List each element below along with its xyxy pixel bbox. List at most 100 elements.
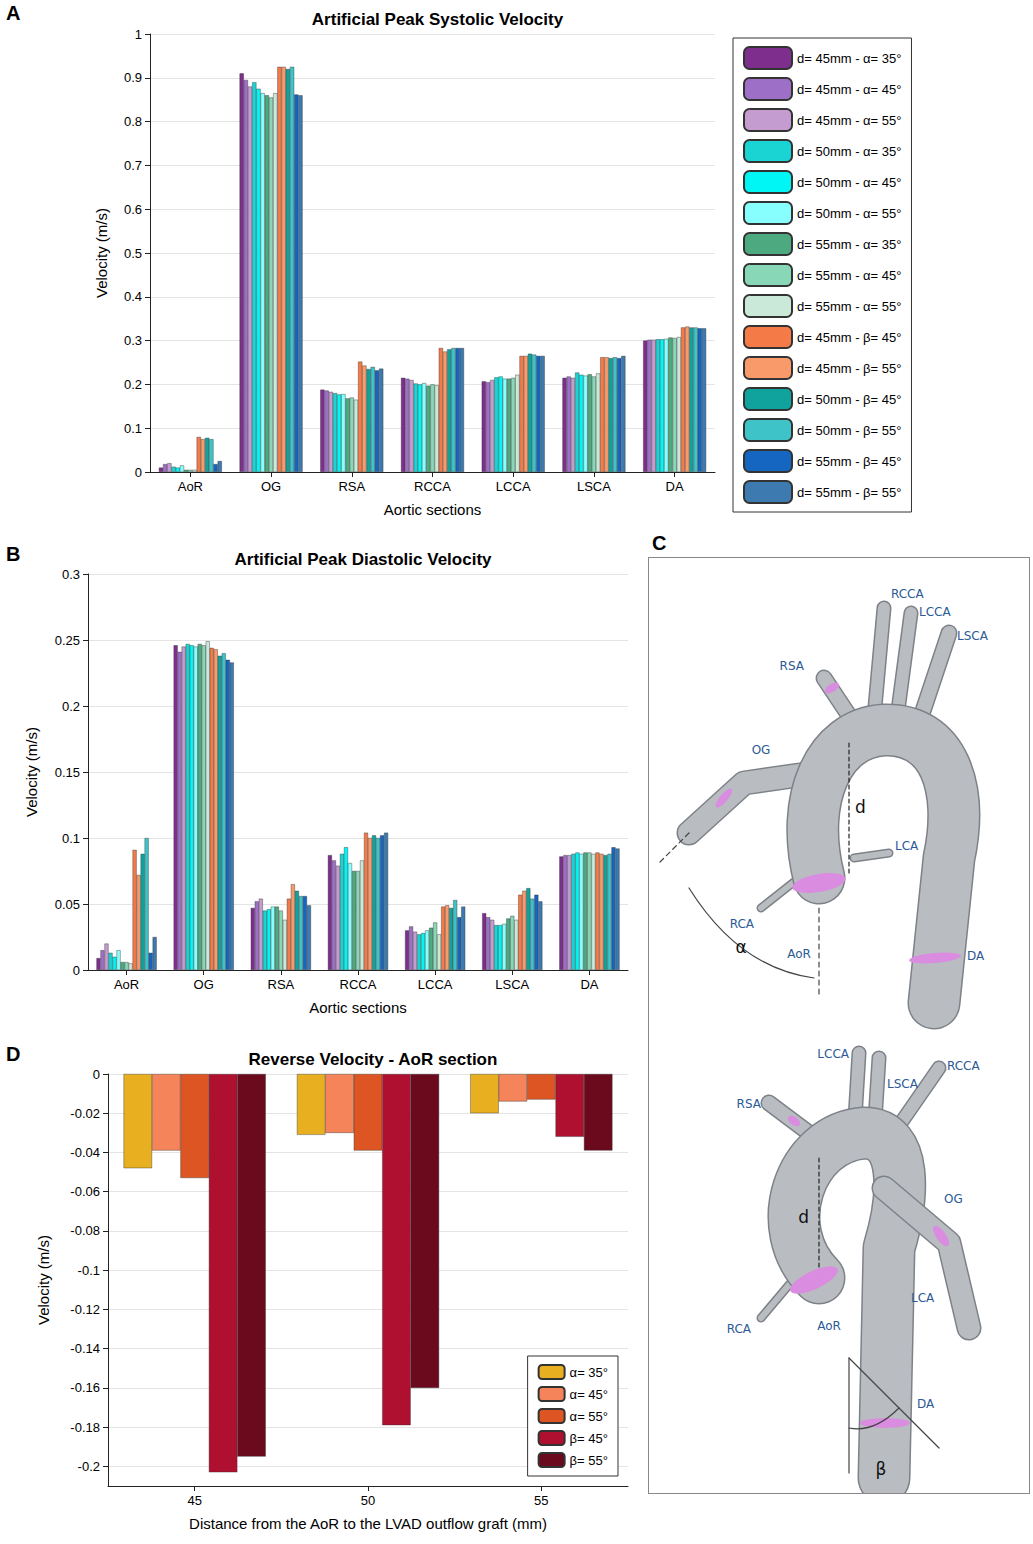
svg-text:0.6: 0.6	[124, 202, 142, 217]
svg-text:d= 55mm - α= 35°: d= 55mm - α= 35°	[797, 237, 901, 252]
svg-text:DA: DA	[917, 1397, 935, 1411]
html-text:D: D	[6, 1043, 21, 1065]
svg-text:LCA: LCA	[895, 839, 919, 853]
svg-text:d= 55mm - β= 45°: d= 55mm - β= 45°	[797, 454, 901, 469]
svg-text:d: d	[798, 1207, 809, 1227]
svg-text:0.2: 0.2	[124, 377, 142, 392]
svg-text:-0.12: -0.12	[70, 1302, 100, 1317]
svg-text:AoR: AoR	[178, 479, 203, 494]
svg-text:RCCA: RCCA	[340, 977, 377, 992]
svg-text:LCCA: LCCA	[817, 1047, 849, 1061]
svg-text:RCCA: RCCA	[414, 479, 451, 494]
svg-text:0.15: 0.15	[55, 765, 80, 780]
svg-text:RSA: RSA	[737, 1097, 762, 1111]
svg-text:LCCA: LCCA	[496, 479, 531, 494]
svg-text:-0.02: -0.02	[70, 1106, 100, 1121]
svg-text:d= 50mm - α= 35°: d= 50mm - α= 35°	[797, 144, 901, 159]
svg-text:0.2: 0.2	[62, 699, 80, 714]
svg-text:-0.16: -0.16	[70, 1380, 100, 1395]
svg-text:α= 45°: α= 45°	[570, 1387, 608, 1402]
svg-text:Aortic sections: Aortic sections	[309, 999, 407, 1016]
svg-text:RCA: RCA	[727, 1322, 752, 1336]
svg-text:0: 0	[93, 1067, 100, 1082]
svg-text:0.3: 0.3	[62, 567, 80, 582]
svg-text:0: 0	[135, 465, 142, 480]
html-text:B: B	[6, 543, 21, 565]
svg-text:Artificial Peak Systolic Veloc: Artificial Peak Systolic Velocity	[312, 10, 564, 29]
svg-text:β= 55°: β= 55°	[570, 1453, 608, 1468]
svg-text:β= 45°: β= 45°	[570, 1431, 608, 1446]
svg-text:LCA: LCA	[911, 1291, 935, 1305]
svg-text:-0.14: -0.14	[70, 1341, 100, 1356]
svg-text:d= 55mm - α= 45°: d= 55mm - α= 45°	[797, 268, 901, 283]
svg-text:d= 45mm - β= 55°: d= 45mm - β= 55°	[797, 361, 901, 376]
svg-text:LCCA: LCCA	[919, 605, 951, 619]
svg-text:AoR: AoR	[114, 977, 139, 992]
svg-text:DA: DA	[967, 949, 985, 963]
svg-text:45: 45	[187, 1493, 201, 1508]
svg-text:d= 45mm - β= 45°: d= 45mm - β= 45°	[797, 330, 901, 345]
svg-text:DA: DA	[580, 977, 598, 992]
svg-text:0.5: 0.5	[124, 246, 142, 261]
svg-text:RCCA: RCCA	[947, 1059, 980, 1073]
svg-text:LCCA: LCCA	[418, 977, 453, 992]
svg-text:55: 55	[534, 1493, 548, 1508]
svg-text:-0.2: -0.2	[78, 1459, 100, 1474]
svg-text:OG: OG	[194, 977, 214, 992]
svg-text:0.8: 0.8	[124, 114, 142, 129]
svg-text:d= 45mm - α= 35°: d= 45mm - α= 35°	[797, 51, 901, 66]
svg-text:-0.1: -0.1	[78, 1263, 100, 1278]
svg-text:0.1: 0.1	[124, 421, 142, 436]
svg-text:50: 50	[361, 1493, 375, 1508]
svg-text:RCA: RCA	[730, 917, 755, 931]
svg-text:LSCA: LSCA	[577, 479, 611, 494]
svg-text:AoR: AoR	[817, 1319, 841, 1333]
svg-text:0.05: 0.05	[55, 897, 80, 912]
svg-text:RSA: RSA	[338, 479, 365, 494]
svg-text:0: 0	[73, 963, 80, 978]
svg-text:d= 45mm - α= 55°: d= 45mm - α= 55°	[797, 113, 901, 128]
svg-text:-0.04: -0.04	[70, 1145, 100, 1160]
svg-text:LSCA: LSCA	[957, 629, 989, 643]
svg-text:d= 50mm - α= 55°: d= 50mm - α= 55°	[797, 206, 901, 221]
svg-text:RSA: RSA	[780, 659, 805, 673]
svg-text:AoR: AoR	[787, 947, 811, 961]
svg-text:d= 50mm - β= 55°: d= 50mm - β= 55°	[797, 423, 901, 438]
svg-text:0.9: 0.9	[124, 70, 142, 85]
svg-text:d: d	[855, 797, 866, 817]
svg-text:Aortic sections: Aortic sections	[384, 501, 482, 518]
svg-text:OG: OG	[261, 479, 281, 494]
svg-text:DA: DA	[666, 479, 684, 494]
svg-text:OG: OG	[944, 1192, 963, 1206]
svg-text:d= 55mm - β= 55°: d= 55mm - β= 55°	[797, 485, 901, 500]
svg-text:LSCA: LSCA	[495, 977, 529, 992]
svg-text:0.1: 0.1	[62, 831, 80, 846]
svg-text:0.25: 0.25	[55, 633, 80, 648]
svg-text:Velocity (m/s): Velocity (m/s)	[23, 727, 40, 817]
svg-text:d= 45mm - α= 45°: d= 45mm - α= 45°	[797, 82, 901, 97]
svg-text:Velocity (m/s): Velocity (m/s)	[35, 1235, 52, 1325]
svg-text:-0.18: -0.18	[70, 1420, 100, 1435]
svg-text:d= 50mm - β= 45°: d= 50mm - β= 45°	[797, 392, 901, 407]
svg-text:1: 1	[135, 27, 142, 42]
svg-text:-0.08: -0.08	[70, 1223, 100, 1238]
svg-text:α: α	[735, 937, 746, 957]
svg-text:β: β	[876, 1459, 887, 1479]
svg-text:d= 50mm - α= 45°: d= 50mm - α= 45°	[797, 175, 901, 190]
svg-text:Artificial Peak Diastolic Velo: Artificial Peak Diastolic Velocity	[234, 550, 492, 569]
svg-text:α= 55°: α= 55°	[570, 1409, 608, 1424]
svg-text:-0.06: -0.06	[70, 1184, 100, 1199]
svg-text:LSCA: LSCA	[887, 1077, 919, 1091]
svg-text:Velocity (m/s): Velocity (m/s)	[93, 208, 110, 298]
svg-text:α= 35°: α= 35°	[570, 1365, 608, 1380]
svg-text:0.3: 0.3	[124, 333, 142, 348]
svg-text:0.7: 0.7	[124, 158, 142, 173]
svg-text:RCCA: RCCA	[891, 587, 924, 601]
svg-text:OG: OG	[752, 743, 771, 757]
svg-text:0.4: 0.4	[124, 289, 142, 304]
svg-text:d= 55mm - α= 55°: d= 55mm - α= 55°	[797, 299, 901, 314]
svg-text:Distance from the AoR to the L: Distance from the AoR to the LVAD outflo…	[189, 1515, 547, 1532]
svg-text:Reverse Velocity - AoR section: Reverse Velocity - AoR section	[249, 1050, 498, 1069]
html-text:A: A	[6, 2, 21, 24]
svg-text:RSA: RSA	[267, 977, 294, 992]
